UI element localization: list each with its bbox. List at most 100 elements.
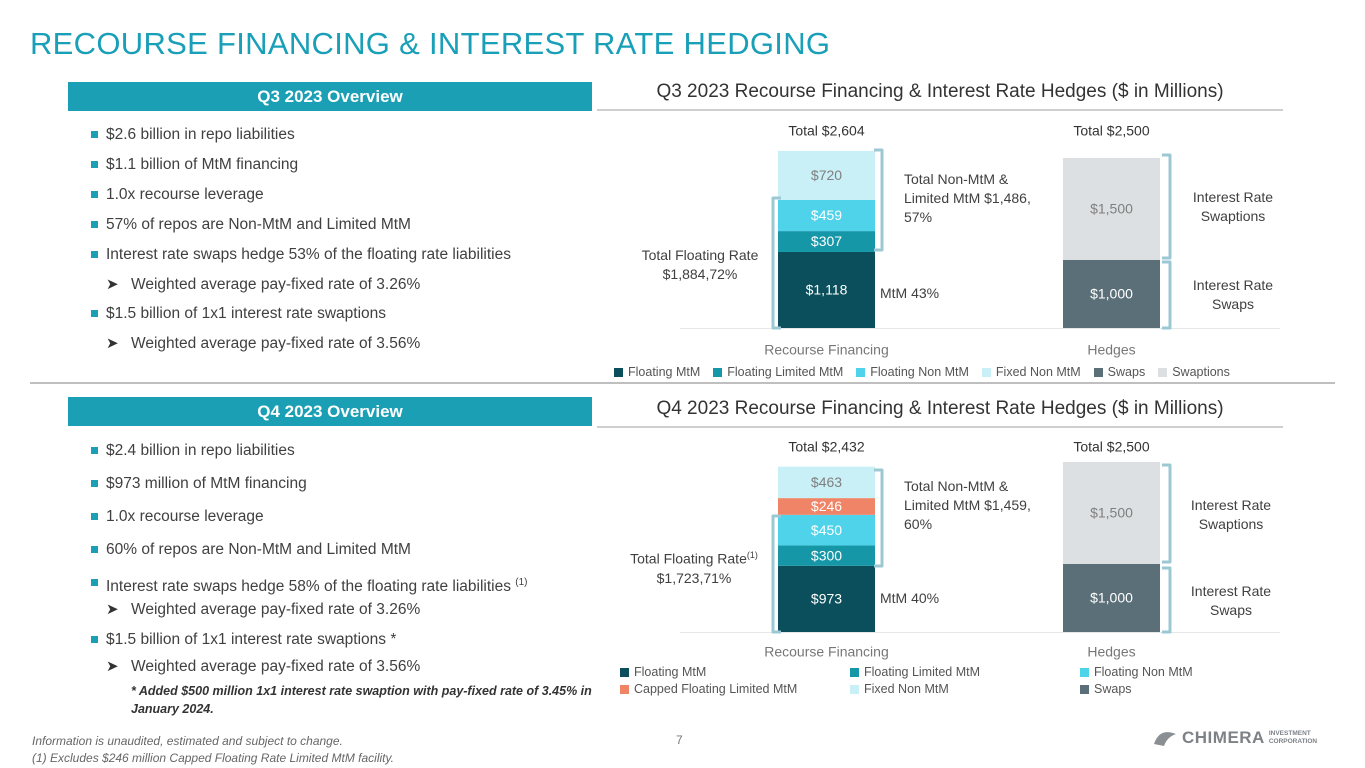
bullet-marker bbox=[91, 546, 98, 553]
bullet-marker bbox=[91, 221, 98, 228]
bar-segment bbox=[1063, 564, 1160, 632]
bullet: $1.5 billion of 1x1 interest rate swapti… bbox=[106, 304, 386, 324]
legend-swatch bbox=[1158, 367, 1168, 377]
bracket bbox=[771, 196, 781, 330]
legend-label: Floating Limited MtM bbox=[727, 365, 844, 379]
value-label: $973 bbox=[811, 591, 842, 607]
legend: Floating MtM Floating Limited MtM Floating… bbox=[614, 365, 1230, 379]
bullet-marker bbox=[91, 191, 98, 198]
bracket bbox=[874, 468, 884, 568]
bullet-marker bbox=[91, 251, 98, 258]
legend-label: Fixed Non MtM bbox=[995, 365, 1081, 379]
bar-segment bbox=[1063, 158, 1160, 260]
x-tick-label: Hedges bbox=[1087, 644, 1135, 660]
annotation: Interest Rate Swaptions bbox=[1190, 497, 1272, 532]
bullet-marker bbox=[91, 636, 98, 643]
legend-swatch bbox=[981, 367, 991, 377]
value-label: $307 bbox=[811, 233, 842, 249]
footnote: * Added $500 million 1x1 interest rate s… bbox=[131, 684, 592, 716]
x-tick-label: Recourse Financing bbox=[764, 644, 889, 660]
bullet-text: $1.1 billion of MtM financing bbox=[106, 156, 299, 173]
bullet-text: $1.5 billion of 1x1 interest rate swapti… bbox=[106, 305, 387, 322]
sub-bullet: Weighted average pay-fixed rate of 3.26% bbox=[131, 601, 421, 618]
legend-label: Floating Limited MtM bbox=[864, 665, 981, 679]
sub-marker: ➤ bbox=[106, 276, 119, 293]
legend-item: Floating Non MtM bbox=[1080, 665, 1220, 679]
bullet-text: 60% of repos are Non-MtM and Limited MtM bbox=[106, 541, 411, 558]
bracket bbox=[1162, 260, 1172, 330]
bullet-text: $2.6 billion in repo liabilities bbox=[106, 126, 295, 143]
legend-item: Floating MtM bbox=[614, 365, 700, 379]
legend-label: Floating MtM bbox=[628, 365, 701, 379]
bullet: Interest rate swaps hedge 53% of the flo… bbox=[106, 245, 511, 265]
footer-note: (1) Excludes $246 million Capped Floatin… bbox=[32, 751, 394, 765]
legend-swatch bbox=[620, 684, 629, 694]
annotation: Interest Rate Swaps bbox=[1190, 583, 1272, 618]
legend-item: Swaps bbox=[1080, 682, 1220, 696]
value-label: $459 bbox=[811, 207, 842, 223]
legend-item: Floating Limited MtM bbox=[850, 665, 1080, 679]
bar-segment bbox=[1063, 462, 1160, 564]
bullet: $973 million of MtM financing bbox=[106, 474, 307, 494]
section-heading: Q4 2023 Overview bbox=[68, 397, 592, 426]
bullet: 57% of repos are Non-MtM and Limited MtM bbox=[106, 215, 411, 235]
annotation-text: Total Floating Rate bbox=[641, 247, 759, 263]
bracket bbox=[1162, 153, 1172, 260]
legend-swatch bbox=[1080, 667, 1089, 677]
page-number: 7 bbox=[676, 733, 683, 747]
total-label: Total $2,500 bbox=[1073, 439, 1149, 455]
bullet-marker bbox=[91, 161, 98, 168]
bullet-sup: (1) bbox=[515, 577, 528, 588]
annotation: Total Floating Rate(1) $1,723,71% bbox=[618, 546, 770, 588]
annotation: MtM 43% bbox=[880, 285, 940, 301]
legend-item: Floating MtM bbox=[620, 665, 850, 679]
bar-segment bbox=[778, 565, 875, 632]
bullet: Interest rate swaps hedge 58% of the flo… bbox=[106, 573, 528, 597]
bullet-text: 57% of repos are Non-MtM and Limited MtM bbox=[106, 216, 411, 233]
legend: Floating MtM Floating Limited MtM Floating… bbox=[620, 665, 1220, 696]
bullet-marker bbox=[91, 579, 98, 586]
bar-segment bbox=[778, 545, 875, 566]
annotation: Total Floating Rate $1,884,72% bbox=[630, 246, 770, 284]
bullet-text: 1.0x recourse leverage bbox=[106, 186, 264, 203]
bracket bbox=[1162, 566, 1172, 634]
logo-line: INVESTMENT bbox=[1268, 730, 1311, 737]
value-label: $1,118 bbox=[806, 282, 848, 298]
bullet: $2.4 billion in repo liabilities bbox=[106, 441, 295, 461]
legend-label: Floating MtM bbox=[634, 665, 707, 679]
annotation: Total Non-MtM & Limited MtM $1,486, 57% bbox=[904, 171, 1031, 225]
slide-title: RECOURSE FINANCING & INTEREST RATE HEDGI… bbox=[30, 26, 831, 61]
legend-label: Floating Non MtM bbox=[1094, 665, 1193, 679]
bullet-text: Interest rate swaps hedge 58% of the flo… bbox=[106, 578, 511, 596]
x-tick-label: Hedges bbox=[1087, 342, 1135, 358]
legend-item: Swaps bbox=[1093, 365, 1145, 379]
value-label: $1,000 bbox=[1090, 286, 1133, 302]
bullet-marker bbox=[91, 513, 98, 520]
bar-segment bbox=[778, 150, 875, 200]
value-label: $1,500 bbox=[1090, 201, 1133, 217]
bullet-text: Interest rate swaps hedge 53% of the flo… bbox=[106, 246, 511, 263]
annotation: Total Non-MtM & Limited MtM $1,459, 60% bbox=[904, 478, 1031, 532]
value-label: $1,000 bbox=[1090, 590, 1133, 606]
sub-marker: ➤ bbox=[106, 601, 119, 618]
value-label: $720 bbox=[811, 167, 842, 183]
legend-label: Swaptions bbox=[1172, 365, 1230, 379]
logo-sub: INVESTMENT CORPORATION bbox=[1269, 730, 1317, 746]
logo-name: CHIMERA bbox=[1182, 728, 1265, 747]
annotation-text: $1,884,72% bbox=[662, 266, 738, 282]
bar-segment bbox=[778, 514, 875, 546]
legend-item: Fixed Non MtM bbox=[981, 365, 1081, 379]
value-label: $450 bbox=[811, 522, 842, 538]
chart-title: Q4 2023 Recourse Financing & Interest Ra… bbox=[656, 398, 1223, 419]
value-label: $1,500 bbox=[1090, 505, 1133, 521]
legend-swatch bbox=[850, 684, 859, 694]
bracket bbox=[874, 148, 884, 252]
legend-label: Floating Non MtM bbox=[870, 365, 969, 379]
bullet-text: 1.0x recourse leverage bbox=[106, 508, 264, 525]
annotation-text: Total Floating Rate bbox=[630, 550, 747, 567]
bullet-text: $1.5 billion of 1x1 interest rate swapti… bbox=[106, 631, 397, 648]
bar-segment bbox=[778, 466, 875, 499]
legend-swatch bbox=[1093, 367, 1103, 377]
logo: CHIMERA INVESTMENT CORPORATION bbox=[1152, 728, 1317, 748]
